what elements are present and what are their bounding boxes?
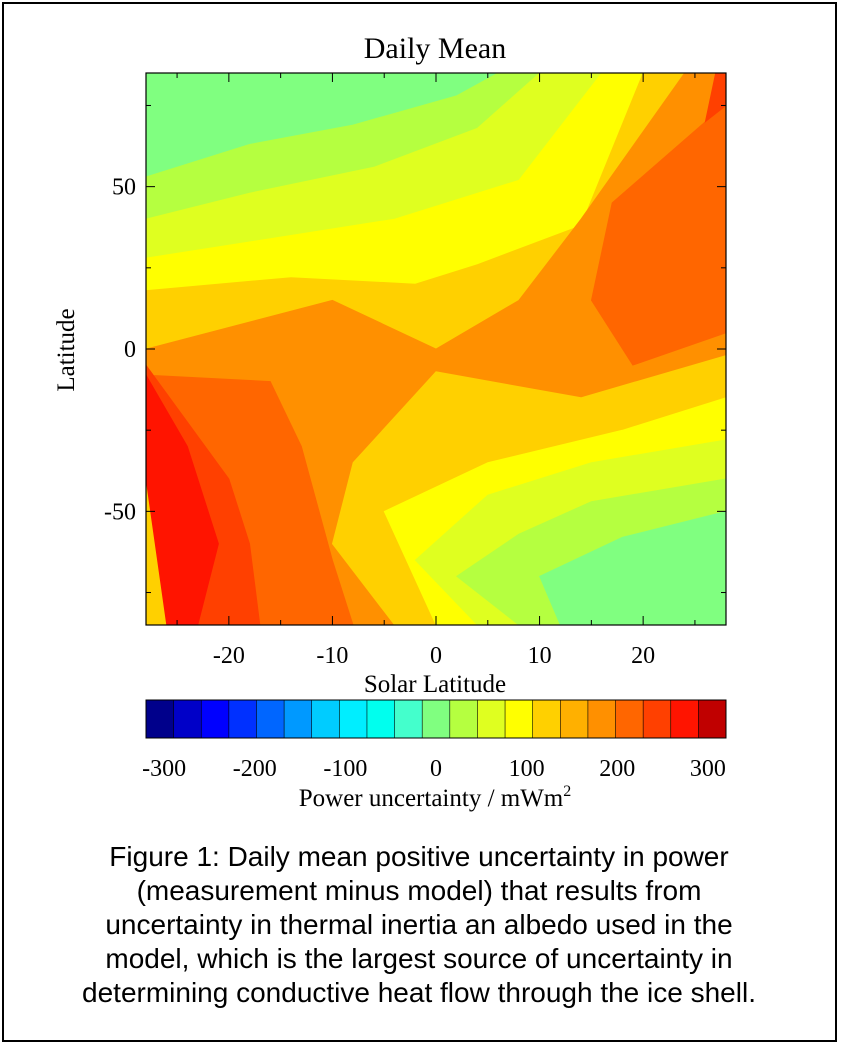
colorbar-tick-label: 0: [430, 756, 442, 782]
colorbar-tick-label: 200: [599, 756, 635, 782]
colorbar-swatch: [532, 700, 561, 738]
caption-line: Figure 1: Daily mean positive uncertaint…: [109, 841, 729, 872]
colorbar-border: [145, 699, 727, 739]
colorbar-label-text: Power uncertainty / mWm: [299, 785, 564, 812]
colorbar-swatch: [449, 700, 478, 738]
x-tick-label: 0: [430, 643, 442, 669]
x-tick-label: 20: [631, 643, 655, 669]
colorbar-swatch: [228, 700, 257, 738]
y-axis-label: Latitude: [53, 308, 80, 391]
colorbar-swatch: [173, 700, 202, 738]
x-tick-label: -20: [213, 643, 245, 669]
x-axis-label: Solar Latitude: [364, 671, 506, 698]
colorbar-tick-label: 100: [509, 756, 545, 782]
x-tick-label: 10: [528, 643, 552, 669]
colorbar-swatch: [201, 700, 230, 738]
colorbar-tick-label: 300: [690, 756, 726, 782]
caption-line: (measurement minus model) that results f…: [136, 875, 702, 906]
colorbar-swatch: [560, 700, 589, 738]
y-tick-label: -50: [104, 499, 136, 525]
colorbar-swatch: [394, 700, 423, 738]
colorbar-swatch: [477, 700, 506, 738]
colorbar-swatch: [256, 700, 285, 738]
figure-caption: Figure 1: Daily mean positive uncertaint…: [14, 840, 824, 1010]
colorbar-label: Power uncertainty / mWm2: [299, 783, 572, 812]
chart-title: Daily Mean: [364, 32, 506, 65]
colorbar-tick-label: -300: [142, 756, 186, 782]
colorbar-swatch: [311, 700, 340, 738]
colorbar-swatch: [615, 700, 644, 738]
caption-line: determining conductive heat flow through…: [82, 977, 756, 1008]
caption-line: model, which is the largest source of un…: [105, 943, 733, 974]
x-tick-label: -10: [316, 643, 348, 669]
colorbar-label-superscript: 2: [563, 783, 571, 800]
colorbar-swatch: [643, 700, 672, 738]
y-tick-label: 50: [112, 175, 136, 201]
colorbar-swatch: [284, 700, 313, 738]
colorbar-swatch: [339, 700, 368, 738]
y-tick-label: 0: [124, 337, 136, 363]
colorbar-tick-label: -200: [233, 756, 277, 782]
colorbar-swatch: [422, 700, 451, 738]
colorbar-swatch: [670, 700, 699, 738]
colorbar-swatch: [146, 700, 175, 738]
caption-line: uncertainty in thermal inertia an albedo…: [105, 909, 733, 940]
colorbar-swatch: [587, 700, 617, 738]
colorbar-tick-label: -100: [323, 756, 367, 782]
colorbar-swatch: [505, 700, 534, 738]
colorbar-swatch: [366, 700, 396, 738]
colorbar-swatch: [698, 700, 727, 738]
